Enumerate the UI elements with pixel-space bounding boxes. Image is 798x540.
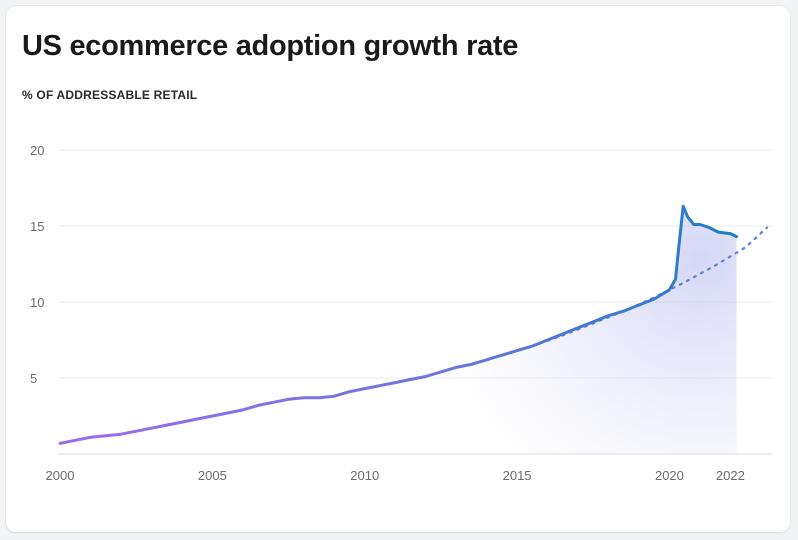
x-tick-label: 2020: [655, 468, 684, 483]
data-point: [165, 424, 168, 427]
data-point: [677, 247, 680, 250]
data-point: [302, 396, 305, 399]
y-tick-label: 20: [30, 143, 44, 158]
data-point: [287, 398, 290, 401]
data-point: [607, 314, 610, 317]
data-point: [500, 354, 503, 357]
data-point: [638, 304, 641, 307]
data-point: [653, 298, 656, 301]
data-point: [698, 223, 701, 226]
data-point: [561, 332, 564, 335]
data-point: [394, 381, 397, 384]
data-point: [735, 235, 738, 238]
chart-subtitle: % OF ADDRESSABLE RETAIL: [22, 88, 198, 102]
data-point: [708, 226, 711, 229]
data-point: [104, 434, 107, 437]
data-point: [89, 436, 92, 439]
y-tick-label: 5: [30, 371, 37, 386]
data-point: [241, 408, 244, 411]
x-tick-label: 2022: [716, 468, 745, 483]
x-tick-label: 2005: [198, 468, 227, 483]
y-tick-label: 15: [30, 219, 44, 234]
x-axis-ticks: 2000 2005 2010 2015 2020 2022: [46, 468, 745, 483]
data-point: [516, 349, 519, 352]
data-point: [592, 320, 595, 323]
trend-line-dotted: [531, 226, 769, 348]
ecommerce-adoption-line: [58, 204, 738, 445]
data-point: [150, 427, 153, 430]
data-point: [379, 384, 382, 387]
y-tick-label: 10: [30, 295, 44, 310]
data-point: [272, 401, 275, 404]
data-point: [424, 375, 427, 378]
data-point: [348, 390, 351, 393]
area-fill: [60, 206, 737, 454]
data-point: [686, 215, 689, 218]
data-point: [485, 358, 488, 361]
data-point: [439, 370, 442, 373]
data-point: [531, 345, 534, 348]
data-point: [257, 404, 260, 407]
data-point: [119, 433, 122, 436]
data-point: [409, 378, 412, 381]
data-point: [333, 395, 336, 398]
data-point: [682, 205, 685, 208]
data-point: [470, 363, 473, 366]
chart-title: US ecommerce adoption growth rate: [22, 30, 519, 62]
data-point: [577, 326, 580, 329]
data-point: [180, 421, 183, 424]
data-point: [211, 415, 214, 418]
data-point: [674, 278, 677, 281]
x-tick-label: 2015: [503, 468, 532, 483]
data-point: [135, 430, 138, 433]
data-point: [729, 232, 732, 235]
data-point: [717, 231, 720, 234]
data-point: [318, 396, 321, 399]
data-point: [363, 387, 366, 390]
x-tick-label: 2000: [46, 468, 75, 483]
data-point: [196, 418, 199, 421]
data-point: [59, 442, 62, 445]
x-tick-label: 2010: [350, 468, 379, 483]
y-axis-ticks: 5 10 15 20: [30, 143, 44, 386]
data-point: [455, 366, 458, 369]
data-point: [546, 339, 549, 342]
data-point: [74, 439, 77, 442]
data-point: [226, 412, 229, 415]
data-point: [622, 310, 625, 313]
data-point: [668, 288, 671, 291]
series-lines: [58, 204, 769, 445]
area-under-line: [60, 206, 737, 454]
data-point: [692, 223, 695, 226]
